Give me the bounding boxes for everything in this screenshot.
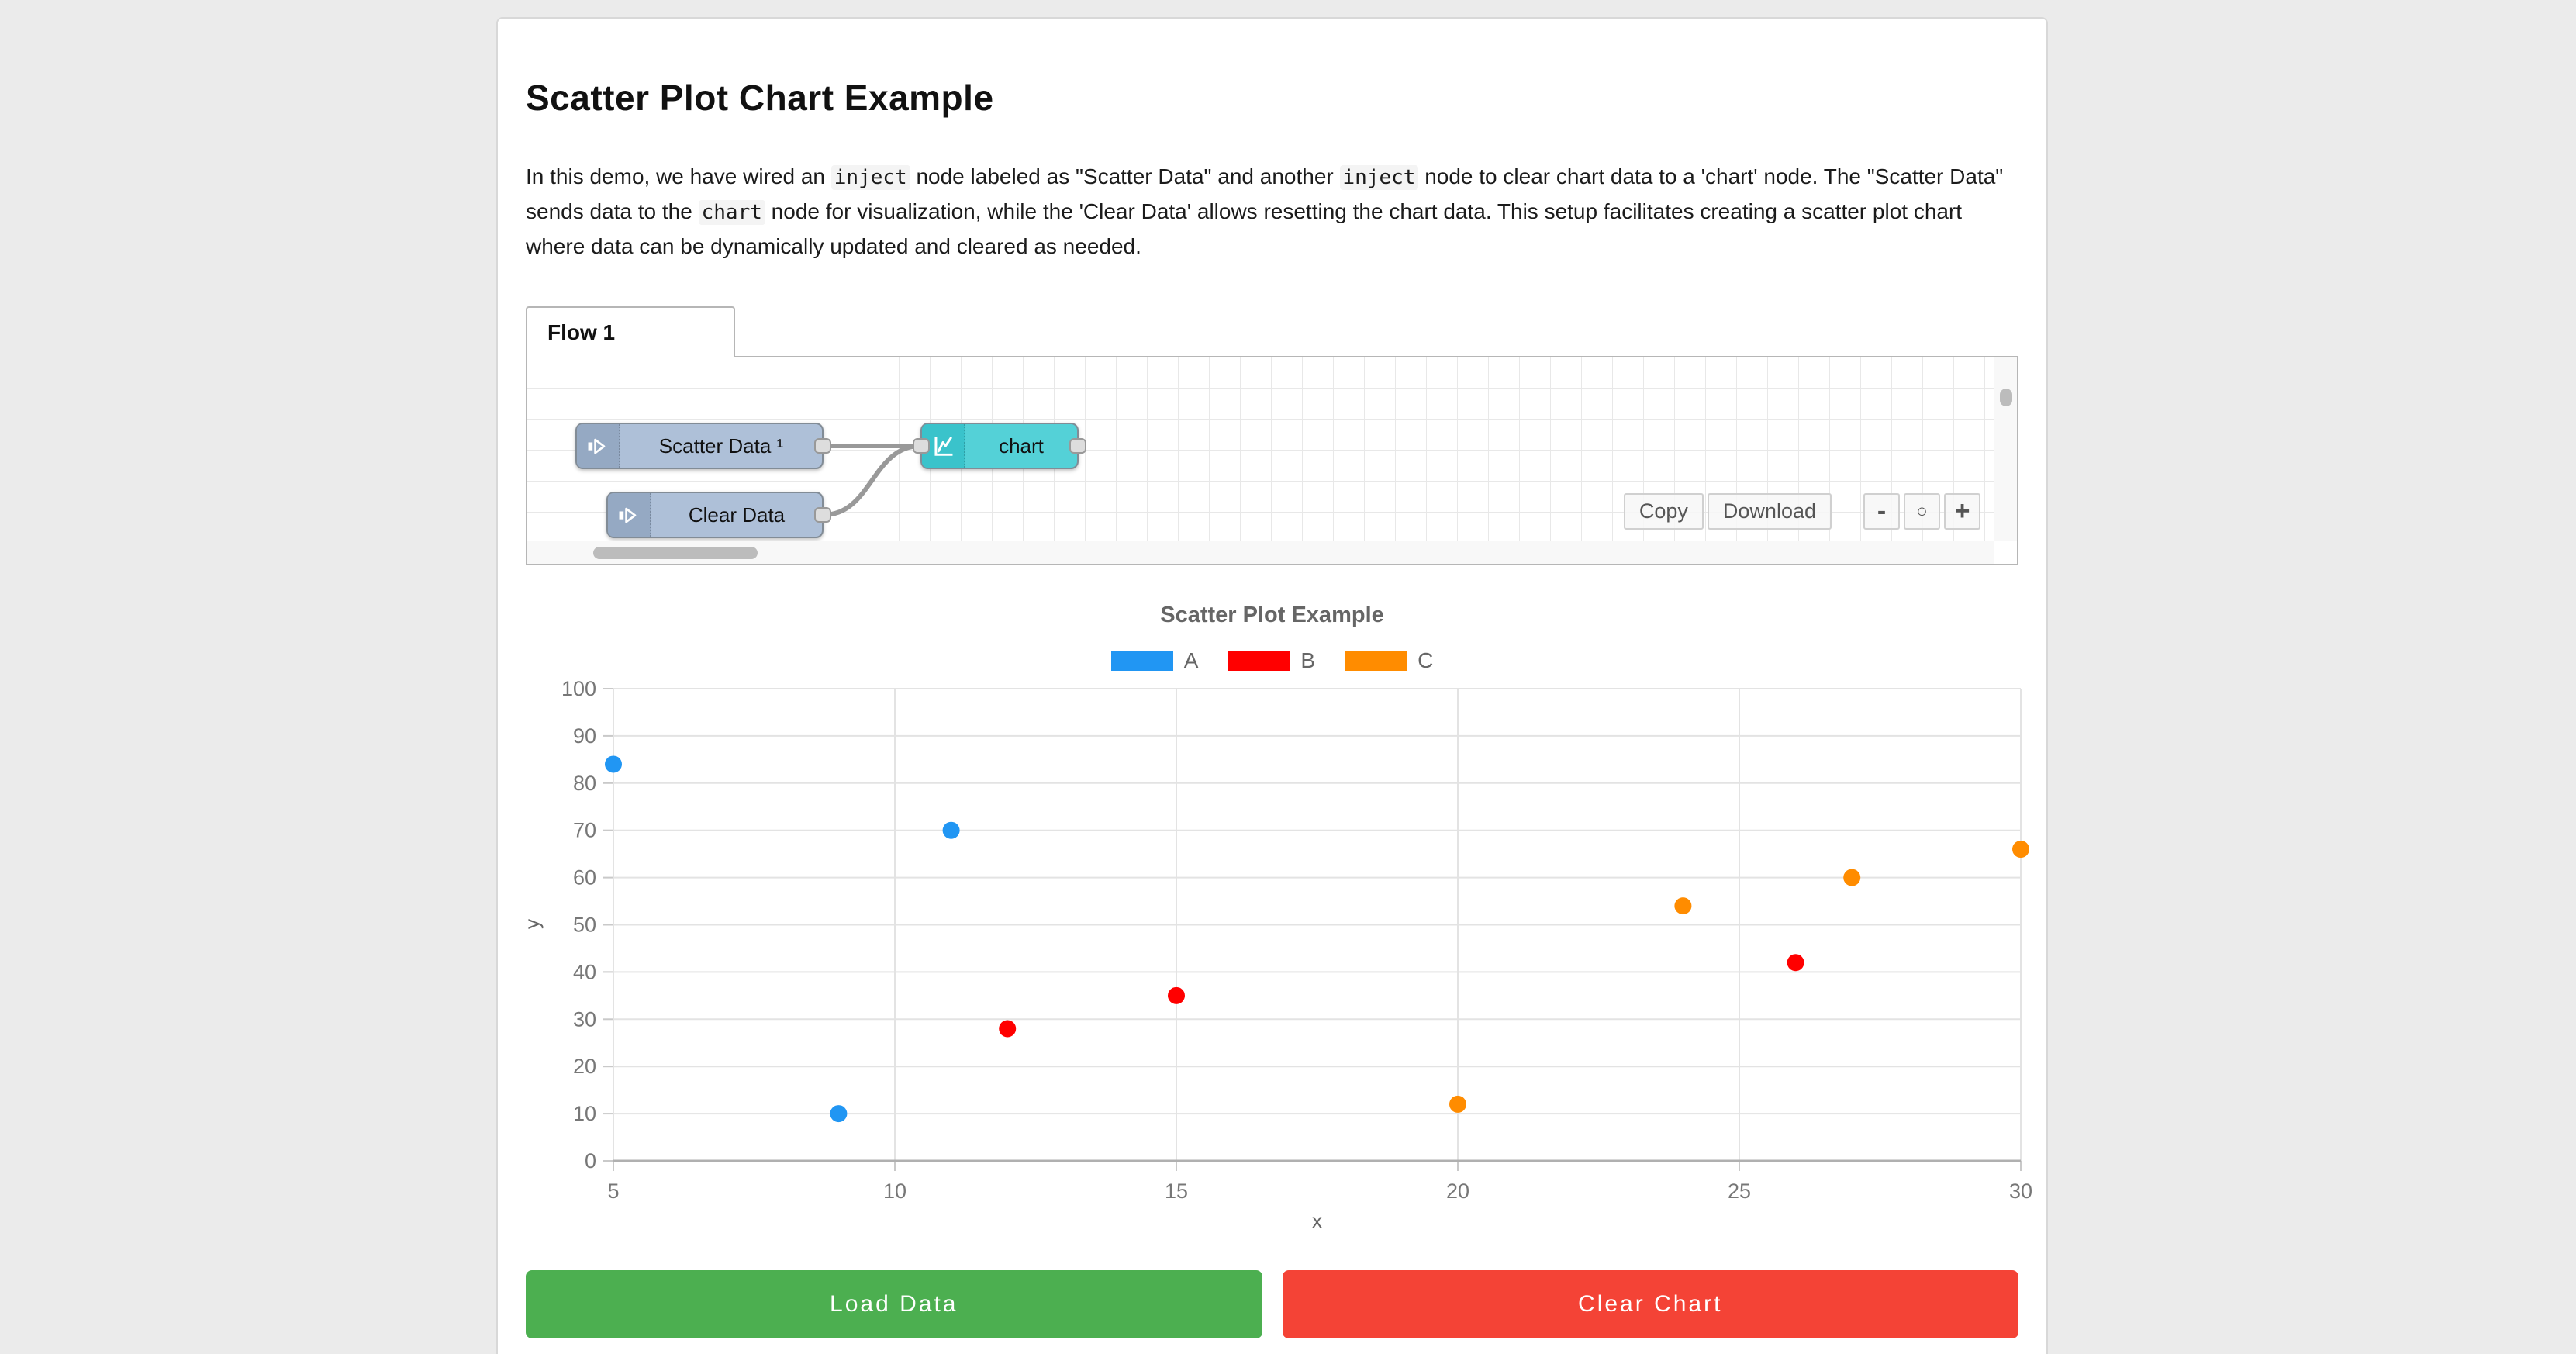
description-paragraph: In this demo, we have wired an inject no…	[526, 160, 2018, 263]
tab-flow-1-label: Flow 1	[547, 320, 615, 345]
svg-text:10: 10	[883, 1180, 906, 1203]
svg-text:15: 15	[1165, 1180, 1188, 1203]
svg-text:50: 50	[573, 914, 596, 937]
inject-arrow-icon	[577, 424, 620, 468]
legend-label: A	[1184, 648, 1199, 673]
flow-node-chart[interactable]: chart	[920, 423, 1079, 469]
svg-text:90: 90	[573, 724, 596, 748]
svg-text:80: 80	[573, 772, 596, 795]
scatter-point	[2012, 841, 2029, 858]
scatter-point	[943, 822, 960, 839]
zoom-controls: - ○ +	[1863, 493, 1980, 530]
horizontal-scrollbar[interactable]	[527, 541, 1994, 564]
svg-text:5: 5	[607, 1180, 619, 1203]
scatter-point	[999, 1020, 1016, 1037]
node-output-port[interactable]	[1069, 438, 1086, 454]
svg-text:25: 25	[1728, 1180, 1751, 1203]
zoom-out-button[interactable]: -	[1863, 493, 1900, 530]
node-input-port[interactable]	[913, 438, 930, 454]
chart-legend: A B C	[526, 648, 2018, 673]
x-axis-label: x	[1312, 1209, 1322, 1232]
flow-node-label: Scatter Data ¹	[620, 424, 822, 468]
legend-item-B[interactable]: B	[1228, 648, 1315, 673]
content-card: Scatter Plot Chart Example In this demo,…	[496, 17, 2048, 1354]
load-data-button[interactable]: Load Data	[526, 1270, 1262, 1338]
vertical-scrollbar[interactable]	[1994, 357, 2017, 541]
scatter-chart: 510152025300102030405060708090100x	[526, 689, 2021, 1236]
export-buttons: Copy Download	[1624, 493, 1832, 530]
vertical-scrollbar-thumb[interactable]	[2000, 389, 2012, 406]
legend-item-C[interactable]: C	[1345, 648, 1433, 673]
series-A-points	[605, 755, 960, 1122]
node-output-port[interactable]	[814, 507, 831, 523]
flow-node-label: chart	[965, 424, 1077, 468]
flow-node-label: Clear Data	[651, 493, 822, 537]
gridlines	[613, 689, 2021, 1161]
scatter-point	[1674, 897, 1691, 914]
legend-swatch	[1345, 651, 1407, 671]
download-button[interactable]: Download	[1708, 493, 1832, 530]
zoom-reset-button[interactable]: ○	[1904, 493, 1940, 530]
svg-text:100: 100	[561, 677, 596, 700]
legend-label: C	[1417, 648, 1433, 673]
copy-button[interactable]: Copy	[1624, 493, 1704, 530]
scatter-point	[605, 755, 622, 772]
clear-chart-button[interactable]: Clear Chart	[1283, 1270, 2019, 1338]
scatter-point	[1843, 869, 1860, 886]
chart-title: Scatter Plot Example	[526, 603, 2018, 628]
scatter-point	[1168, 987, 1185, 1004]
inject-arrow-icon	[608, 493, 651, 537]
tab-flow-1[interactable]: Flow 1	[526, 306, 735, 357]
inline-code: inject	[831, 165, 910, 190]
svg-text:20: 20	[1446, 1180, 1469, 1203]
page-title: Scatter Plot Chart Example	[526, 76, 2018, 119]
svg-text:0: 0	[585, 1149, 596, 1173]
zoom-in-button[interactable]: +	[1944, 493, 1980, 530]
scatter-point	[1787, 954, 1804, 971]
y-axis-label: y	[520, 919, 544, 929]
svg-text:70: 70	[573, 819, 596, 842]
scatter-point	[830, 1105, 847, 1122]
inline-code: chart	[699, 200, 765, 225]
svg-text:30: 30	[573, 1007, 596, 1031]
legend-swatch	[1111, 651, 1173, 671]
flow-wire[interactable]	[824, 446, 920, 515]
svg-text:10: 10	[573, 1102, 596, 1125]
flow-editor-canvas[interactable]: Scatter Data ¹ Clear Data chart Copy Downl…	[526, 356, 2018, 565]
legend-label: B	[1300, 648, 1315, 673]
node-output-port[interactable]	[814, 438, 831, 454]
inline-code: inject	[1340, 165, 1419, 190]
tick-labels: 5 10 15 20 25 30 0 10 20 30 40 50 60 70 80 90 100	[561, 677, 2032, 1203]
flow-node-clear-data[interactable]: Clear Data	[606, 492, 824, 538]
svg-text:40: 40	[573, 960, 596, 983]
chart-plot-area: y 510152025300102030405060708090100x	[526, 689, 2018, 1236]
legend-item-A[interactable]: A	[1111, 648, 1199, 673]
series-B-points	[999, 954, 1804, 1037]
axis-ticks	[603, 689, 2021, 1171]
horizontal-scrollbar-thumb[interactable]	[593, 547, 758, 559]
svg-text:20: 20	[573, 1055, 596, 1078]
flow-node-scatter-data[interactable]: Scatter Data ¹	[575, 423, 824, 469]
action-buttons-row: Load Data Clear Chart	[526, 1270, 2018, 1338]
svg-text:60: 60	[573, 866, 596, 889]
legend-swatch	[1228, 651, 1290, 671]
svg-text:30: 30	[2009, 1180, 2032, 1203]
scatter-point	[1449, 1096, 1466, 1113]
